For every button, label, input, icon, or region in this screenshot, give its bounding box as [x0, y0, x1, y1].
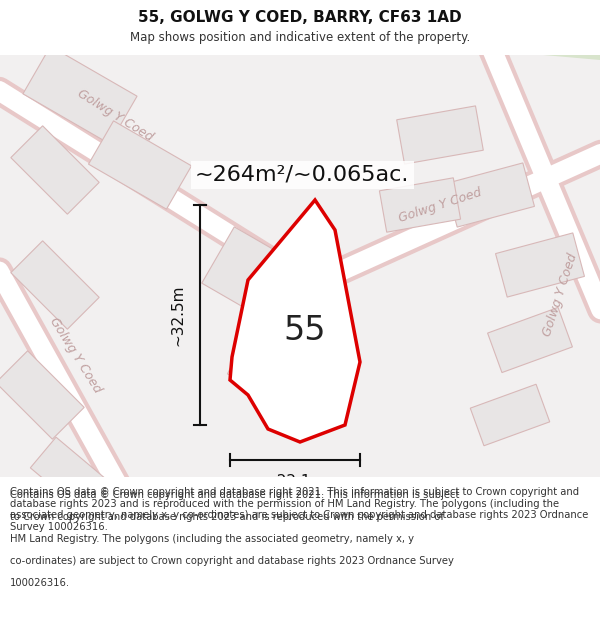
Polygon shape — [227, 319, 353, 421]
Text: Golwg Y Coed: Golwg Y Coed — [541, 252, 580, 338]
Text: 100026316.: 100026316. — [10, 578, 70, 588]
Text: Contains OS data © Crown copyright and database right 2021. This information is : Contains OS data © Crown copyright and d… — [10, 490, 460, 500]
FancyBboxPatch shape — [0, 477, 600, 625]
Polygon shape — [23, 46, 137, 144]
Text: ~22.1m: ~22.1m — [265, 474, 326, 489]
Polygon shape — [270, 0, 320, 45]
Polygon shape — [238, 519, 322, 571]
Polygon shape — [117, 481, 203, 539]
Polygon shape — [470, 384, 550, 446]
Polygon shape — [11, 126, 99, 214]
Text: Golwg Y Coed: Golwg Y Coed — [75, 87, 155, 143]
Polygon shape — [370, 0, 600, 60]
Text: HM Land Registry. The polygons (including the associated geometry, namely x, y: HM Land Registry. The polygons (includin… — [10, 534, 414, 544]
Text: Golwg Y Coed: Golwg Y Coed — [397, 186, 483, 224]
Polygon shape — [202, 227, 338, 343]
Polygon shape — [230, 200, 360, 442]
Text: to Crown copyright and database rights 2023 and is reproduced with the permissio: to Crown copyright and database rights 2… — [10, 512, 444, 522]
Text: 55, GOLWG Y COED, BARRY, CF63 1AD: 55, GOLWG Y COED, BARRY, CF63 1AD — [138, 11, 462, 26]
Text: co-ordinates) are subject to Crown copyright and database rights 2023 Ordnance S: co-ordinates) are subject to Crown copyr… — [10, 556, 454, 566]
Polygon shape — [446, 163, 535, 227]
Polygon shape — [11, 241, 99, 329]
Polygon shape — [89, 121, 191, 209]
FancyBboxPatch shape — [0, 0, 600, 55]
Polygon shape — [379, 177, 461, 232]
Text: Contains OS data © Crown copyright and database right 2021. This information is : Contains OS data © Crown copyright and d… — [10, 487, 589, 532]
Text: ~32.5m: ~32.5m — [170, 284, 185, 346]
Polygon shape — [397, 106, 483, 164]
Polygon shape — [496, 233, 584, 297]
Polygon shape — [378, 519, 462, 571]
Text: Golwg Y Coed: Golwg Y Coed — [286, 553, 374, 577]
Text: Map shows position and indicative extent of the property.: Map shows position and indicative extent… — [130, 31, 470, 44]
Polygon shape — [488, 308, 572, 372]
Polygon shape — [31, 437, 110, 513]
Text: ~264m²/~0.065ac.: ~264m²/~0.065ac. — [195, 165, 409, 185]
Text: Golwg Y Coed: Golwg Y Coed — [47, 315, 103, 395]
Text: 55: 55 — [284, 314, 326, 346]
Polygon shape — [0, 351, 84, 439]
